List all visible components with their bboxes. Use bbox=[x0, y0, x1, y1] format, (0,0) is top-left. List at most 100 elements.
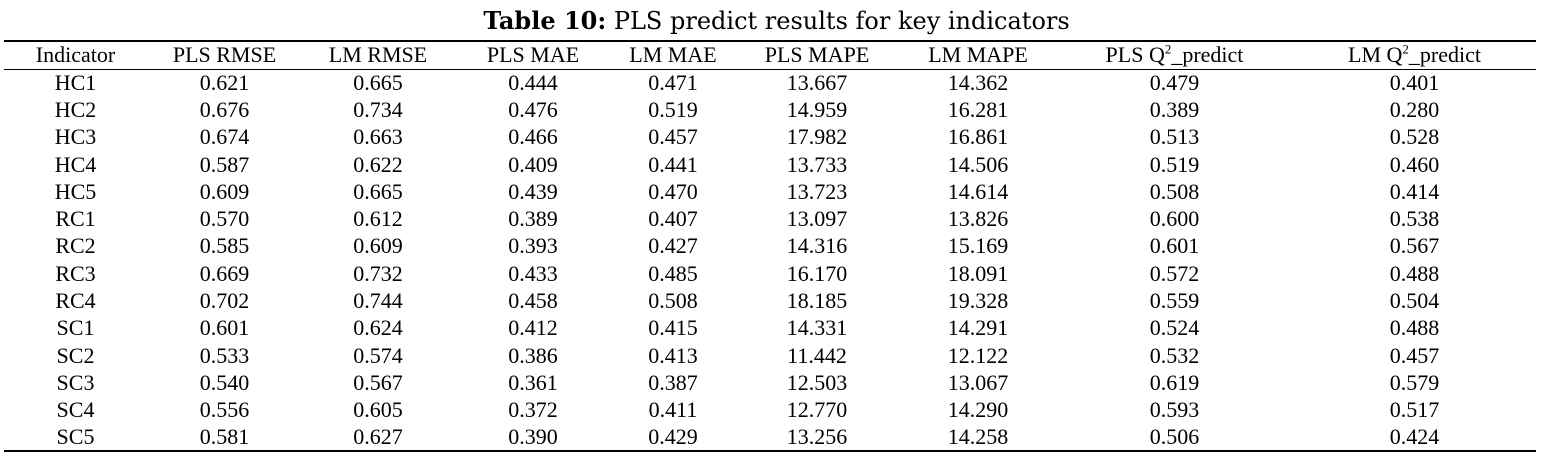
value-cell: 0.612 bbox=[353, 206, 403, 232]
table-caption-text: PLS predict results for key indicators bbox=[606, 7, 1070, 35]
value-cell: 0.508 bbox=[1149, 178, 1200, 204]
value-cell: 0.570 bbox=[199, 206, 250, 232]
column-header: LM RMSE bbox=[302, 41, 454, 69]
value-cell: 0.744 bbox=[353, 288, 403, 314]
value-cell: 0.517 bbox=[1389, 397, 1440, 423]
column-header-superscript: 2 bbox=[1402, 41, 1409, 57]
value-cell: 13.256 bbox=[786, 424, 848, 449]
value-cell: 0.361 bbox=[508, 369, 558, 395]
value-cell: 13.667 bbox=[786, 69, 848, 95]
value-cell: 0.401 bbox=[1389, 69, 1440, 95]
column-header-label: PLS RMSE bbox=[172, 42, 277, 68]
value-cell: 0.538 bbox=[1389, 206, 1440, 232]
value-cell: 0.476 bbox=[508, 96, 558, 122]
value-cell: 18.091 bbox=[947, 260, 1009, 286]
value-cell: 0.665 bbox=[353, 69, 403, 95]
value-cell: 14.316 bbox=[786, 233, 848, 259]
column-header-label: PLS Q bbox=[1105, 42, 1165, 68]
indicator-cell: RC4 bbox=[55, 288, 96, 314]
value-cell: 15.169 bbox=[947, 233, 1009, 259]
value-cell: 13.733 bbox=[786, 151, 848, 177]
value-cell: 0.674 bbox=[199, 124, 250, 150]
value-cell: 0.581 bbox=[199, 424, 250, 449]
value-cell: 0.444 bbox=[508, 69, 558, 95]
value-cell: 13.723 bbox=[786, 178, 848, 204]
value-cell: 0.609 bbox=[353, 233, 403, 259]
value-cell: 0.372 bbox=[508, 397, 558, 423]
table-row: RC2 0.585 0.609 0.393 0.427 14.316 15.169 0.601… bbox=[4, 233, 1536, 260]
value-cell: 0.567 bbox=[1389, 233, 1440, 259]
table-row: SC1 0.601 0.624 0.412 0.415 14.331 14.291 0.524… bbox=[4, 315, 1536, 342]
value-cell: 0.413 bbox=[648, 342, 698, 368]
table-caption: Table 10: PLS predict results for key in… bbox=[0, 6, 1553, 36]
indicator-cell: HC4 bbox=[54, 151, 97, 177]
column-header-label: PLS MAPE bbox=[764, 42, 870, 68]
value-cell: 0.609 bbox=[199, 178, 250, 204]
value-cell: 0.414 bbox=[1389, 178, 1440, 204]
indicator-cell: RC1 bbox=[55, 206, 96, 232]
value-cell: 0.427 bbox=[648, 233, 698, 259]
value-cell: 14.258 bbox=[947, 424, 1009, 449]
value-cell: 14.362 bbox=[947, 69, 1009, 95]
value-cell: 13.067 bbox=[947, 369, 1009, 395]
value-cell: 16.170 bbox=[786, 260, 848, 286]
value-cell: 0.433 bbox=[508, 260, 558, 286]
table-caption-label: Table 10: bbox=[483, 6, 607, 35]
value-cell: 0.585 bbox=[199, 233, 250, 259]
value-cell: 14.331 bbox=[786, 315, 848, 341]
value-cell: 0.390 bbox=[508, 424, 558, 449]
value-cell: 0.533 bbox=[199, 342, 250, 368]
value-cell: 0.506 bbox=[1149, 424, 1200, 449]
value-cell: 0.540 bbox=[199, 369, 250, 395]
value-cell: 0.441 bbox=[648, 151, 698, 177]
value-cell: 14.959 bbox=[786, 96, 848, 122]
indicator-cell: HC5 bbox=[54, 178, 97, 204]
column-header-label: Indicator bbox=[35, 42, 116, 68]
value-cell: 0.429 bbox=[648, 424, 698, 449]
value-cell: 0.579 bbox=[1389, 369, 1440, 395]
column-header: PLS MAPE bbox=[734, 41, 900, 69]
value-cell: 0.508 bbox=[648, 288, 698, 314]
value-cell: 11.442 bbox=[787, 342, 847, 368]
value-cell: 13.826 bbox=[947, 206, 1009, 232]
value-cell: 17.982 bbox=[786, 124, 848, 150]
value-cell: 0.627 bbox=[353, 424, 403, 449]
indicator-cell: SC4 bbox=[56, 397, 95, 423]
indicator-cell: RC3 bbox=[55, 260, 96, 286]
value-cell: 0.485 bbox=[648, 260, 698, 286]
value-cell: 14.291 bbox=[947, 315, 1009, 341]
column-header-suffix: _predict bbox=[1408, 42, 1481, 68]
value-cell: 0.389 bbox=[1149, 96, 1200, 122]
value-cell: 0.587 bbox=[199, 151, 250, 177]
indicator-cell: SC1 bbox=[56, 315, 95, 341]
table-row: SC3 0.540 0.567 0.361 0.387 12.503 13.067 0.619… bbox=[4, 369, 1536, 396]
value-cell: 0.734 bbox=[353, 96, 403, 122]
value-cell: 0.605 bbox=[353, 397, 403, 423]
value-cell: 0.411 bbox=[648, 397, 698, 423]
value-cell: 0.466 bbox=[508, 124, 558, 150]
value-cell: 0.457 bbox=[1389, 342, 1440, 368]
table-body: HC1 0.621 0.665 0.444 0.471 13.667 14.362 0.479… bbox=[4, 69, 1536, 452]
value-cell: 0.601 bbox=[199, 315, 250, 341]
value-cell: 0.409 bbox=[508, 151, 558, 177]
value-cell: 14.614 bbox=[947, 178, 1009, 204]
indicator-cell: SC3 bbox=[56, 369, 95, 395]
value-cell: 0.528 bbox=[1389, 124, 1440, 150]
table-row: SC4 0.556 0.605 0.372 0.411 12.770 14.290 0.593… bbox=[4, 397, 1536, 424]
value-cell: 0.622 bbox=[353, 151, 403, 177]
value-cell: 0.457 bbox=[648, 124, 698, 150]
indicator-cell: RC2 bbox=[55, 233, 96, 259]
value-cell: 0.559 bbox=[1149, 288, 1200, 314]
table-row: RC4 0.702 0.744 0.458 0.508 18.185 19.328 0.559… bbox=[4, 287, 1536, 314]
column-header: PLS RMSE bbox=[147, 41, 302, 69]
value-cell: 0.458 bbox=[508, 288, 558, 314]
value-cell: 0.532 bbox=[1149, 342, 1200, 368]
table-row: SC2 0.533 0.574 0.386 0.413 11.442 12.122 0.532… bbox=[4, 342, 1536, 369]
value-cell: 0.665 bbox=[353, 178, 403, 204]
value-cell: 0.669 bbox=[199, 260, 250, 286]
value-cell: 0.439 bbox=[508, 178, 558, 204]
value-cell: 13.097 bbox=[786, 206, 848, 232]
value-cell: 0.600 bbox=[1149, 206, 1200, 232]
value-cell: 0.407 bbox=[648, 206, 698, 232]
value-cell: 0.524 bbox=[1149, 315, 1200, 341]
